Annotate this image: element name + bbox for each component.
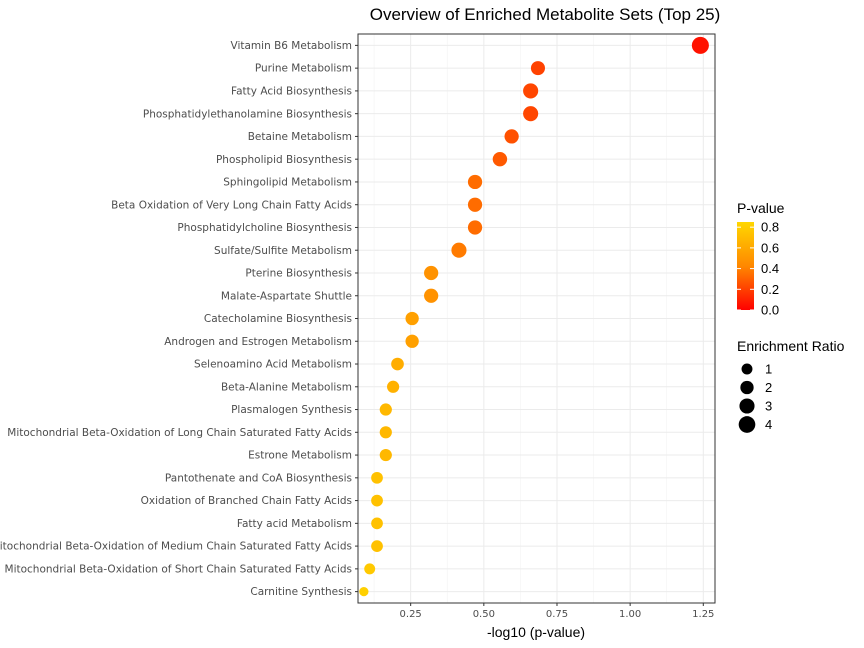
- data-point: [371, 517, 383, 530]
- y-tick-label: Catecholamine Biosynthesis: [204, 313, 352, 325]
- y-tick-label: Purine Metabolism: [255, 63, 352, 75]
- color-legend-label: 0.8: [761, 220, 779, 235]
- color-legend-bar: [737, 222, 754, 310]
- y-tick-label: Selenoamino Acid Metabolism: [194, 359, 352, 371]
- data-point: [504, 129, 519, 144]
- size-legend-dot: [739, 398, 755, 414]
- data-point: [530, 61, 545, 76]
- size-legend-title: Enrichment Ratio: [737, 338, 845, 354]
- data-point: [492, 151, 508, 167]
- y-tick-label: Mitochondrial Beta-Oxidation of Short Ch…: [5, 563, 352, 575]
- data-point: [371, 471, 383, 484]
- y-tick-label: Malate-Aspartate Shuttle: [221, 290, 352, 302]
- x-axis-title: -log10 (p-value): [487, 624, 585, 640]
- data-point: [379, 448, 392, 462]
- data-point: [451, 242, 467, 258]
- y-tick-label: Carnitine Synthesis: [250, 586, 352, 598]
- data-point: [364, 563, 376, 575]
- y-tick-label: Oxidation of Branched Chain Fatty Acids: [141, 495, 352, 507]
- color-legend-label: 0.4: [761, 261, 779, 276]
- size-legend-items: 1 2 3 4: [738, 362, 772, 433]
- data-points: [359, 36, 709, 597]
- chart-title: Overview of Enriched Metabolite Sets (To…: [370, 5, 721, 24]
- color-legend-title: P-value: [737, 200, 785, 216]
- data-point: [405, 334, 419, 348]
- y-tick-label: Betaine Metabolism: [248, 131, 352, 143]
- legend: P-value 0.8 0.6 0.4 0.2 0.0 Enrichment Ratio…: [737, 200, 845, 433]
- size-legend-dot: [740, 380, 754, 395]
- size-legend-dot: [741, 363, 753, 375]
- y-tick-label: Vitamin B6 Metabolism: [231, 40, 352, 52]
- y-tick-label: Estrone Metabolism: [248, 450, 352, 462]
- color-legend-label: 0.0: [761, 303, 779, 318]
- size-legend-label: 2: [765, 380, 772, 395]
- y-tick-label: Beta Oxidation of Very Long Chain Fatty …: [111, 199, 352, 211]
- y-tick-label: Androgen and Estrogen Metabolism: [164, 336, 352, 348]
- y-tick-label: Phosphatidylcholine Biosynthesis: [177, 222, 352, 234]
- data-point: [379, 403, 392, 416]
- data-point: [523, 106, 539, 122]
- color-legend-label: 0.6: [761, 240, 779, 255]
- y-tick-label: Sulfate/Sulfite Metabolism: [214, 245, 352, 257]
- data-point: [387, 380, 400, 393]
- data-point: [424, 288, 439, 303]
- y-tick-label: Plasmalogen Synthesis: [231, 404, 352, 416]
- y-tick-label: Pantothenate and CoA Biosynthesis: [165, 472, 352, 484]
- x-tick-label: 1.00: [619, 609, 641, 620]
- y-tick-label: Fatty Acid Biosynthesis: [231, 86, 352, 98]
- data-point: [379, 426, 392, 439]
- y-tick-label: Pterine Biosynthesis: [245, 268, 352, 280]
- y-tick-label: Mitochondrial Beta-Oxidation of Long Cha…: [7, 427, 352, 439]
- data-point: [391, 357, 404, 371]
- size-legend-label: 4: [765, 417, 772, 432]
- size-legend-dot: [738, 416, 756, 433]
- x-tick-label: 0.25: [400, 609, 422, 620]
- plot-area: [357, 33, 716, 604]
- y-tick-label: Fatty acid Metabolism: [237, 518, 352, 530]
- x-tick-label: 0.75: [546, 609, 568, 620]
- data-point: [359, 586, 369, 597]
- data-point: [371, 540, 383, 552]
- y-tick-label: Phospholipid Biosynthesis: [216, 154, 352, 166]
- x-tick-label: 0.50: [473, 609, 495, 620]
- color-legend-label: 0.2: [761, 282, 779, 297]
- data-point: [371, 494, 383, 507]
- x-axis: 0.25 0.50 0.75 1.00 1.25: [400, 603, 714, 620]
- size-legend-label: 1: [765, 362, 772, 377]
- data-point: [467, 220, 483, 235]
- data-point: [691, 36, 709, 54]
- size-legend-label: 3: [765, 399, 772, 414]
- data-point: [405, 311, 419, 326]
- data-point: [424, 265, 439, 281]
- x-tick-label: 1.25: [692, 609, 714, 620]
- data-point: [467, 197, 483, 212]
- data-point: [523, 83, 539, 99]
- y-tick-label: Beta-Alanine Metabolism: [221, 381, 352, 393]
- y-tick-label: Mitochondrial Beta-Oxidation of Medium C…: [0, 541, 352, 553]
- data-point: [467, 174, 483, 190]
- y-tick-label: Phosphatidylethanolamine Biosynthesis: [143, 108, 352, 120]
- y-axis: Vitamin B6 Metabolism Purine Metabolism Fa…: [0, 40, 358, 598]
- y-tick-label: Sphingolipid Metabolism: [223, 177, 352, 189]
- grid-lines: [358, 34, 715, 603]
- color-legend-labels: 0.8 0.6 0.4 0.2 0.0: [737, 220, 779, 318]
